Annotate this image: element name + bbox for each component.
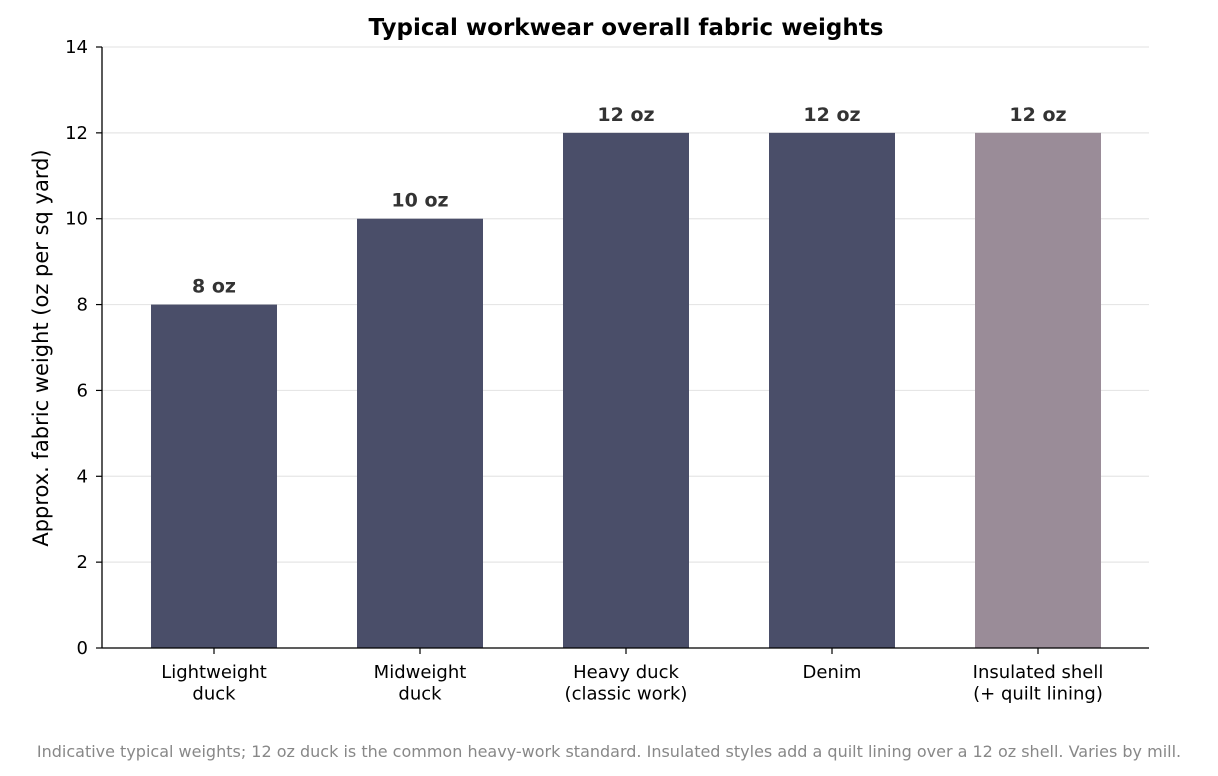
y-tick-label: 4 (77, 466, 88, 487)
y-axis-label: Approx. fabric weight (oz per sq yard) (29, 149, 53, 546)
y-tick-label: 12 (65, 123, 88, 144)
y-tick-label: 2 (77, 552, 88, 573)
bar (151, 304, 277, 648)
bar (563, 132, 689, 648)
y-tick-label: 14 (65, 37, 88, 58)
x-tick-label: Denim (803, 662, 862, 683)
x-tick-label: Insulated shell (+ quilt lining) (973, 662, 1104, 705)
value-label: 12 oz (597, 104, 654, 126)
bar (975, 132, 1101, 648)
chart-title: Typical workwear overall fabric weights (369, 15, 884, 41)
value-label: 10 oz (391, 190, 448, 212)
x-tick-label: Midweight duck (374, 662, 467, 705)
y-tick-label: 0 (77, 638, 88, 659)
x-tick-label: Heavy duck (classic work) (565, 662, 688, 705)
bar (769, 132, 895, 648)
bar (357, 218, 483, 648)
y-tick-label: 8 (77, 295, 88, 316)
y-tick-label: 10 (65, 209, 88, 230)
footnote: Indicative typical weights; 12 oz duck i… (37, 742, 1181, 761)
y-tick-label: 6 (77, 380, 88, 401)
x-tick-label: Lightweight duck (161, 662, 267, 705)
value-label: 12 oz (1009, 104, 1066, 126)
value-label: 8 oz (192, 276, 236, 298)
value-label: 12 oz (803, 104, 860, 126)
